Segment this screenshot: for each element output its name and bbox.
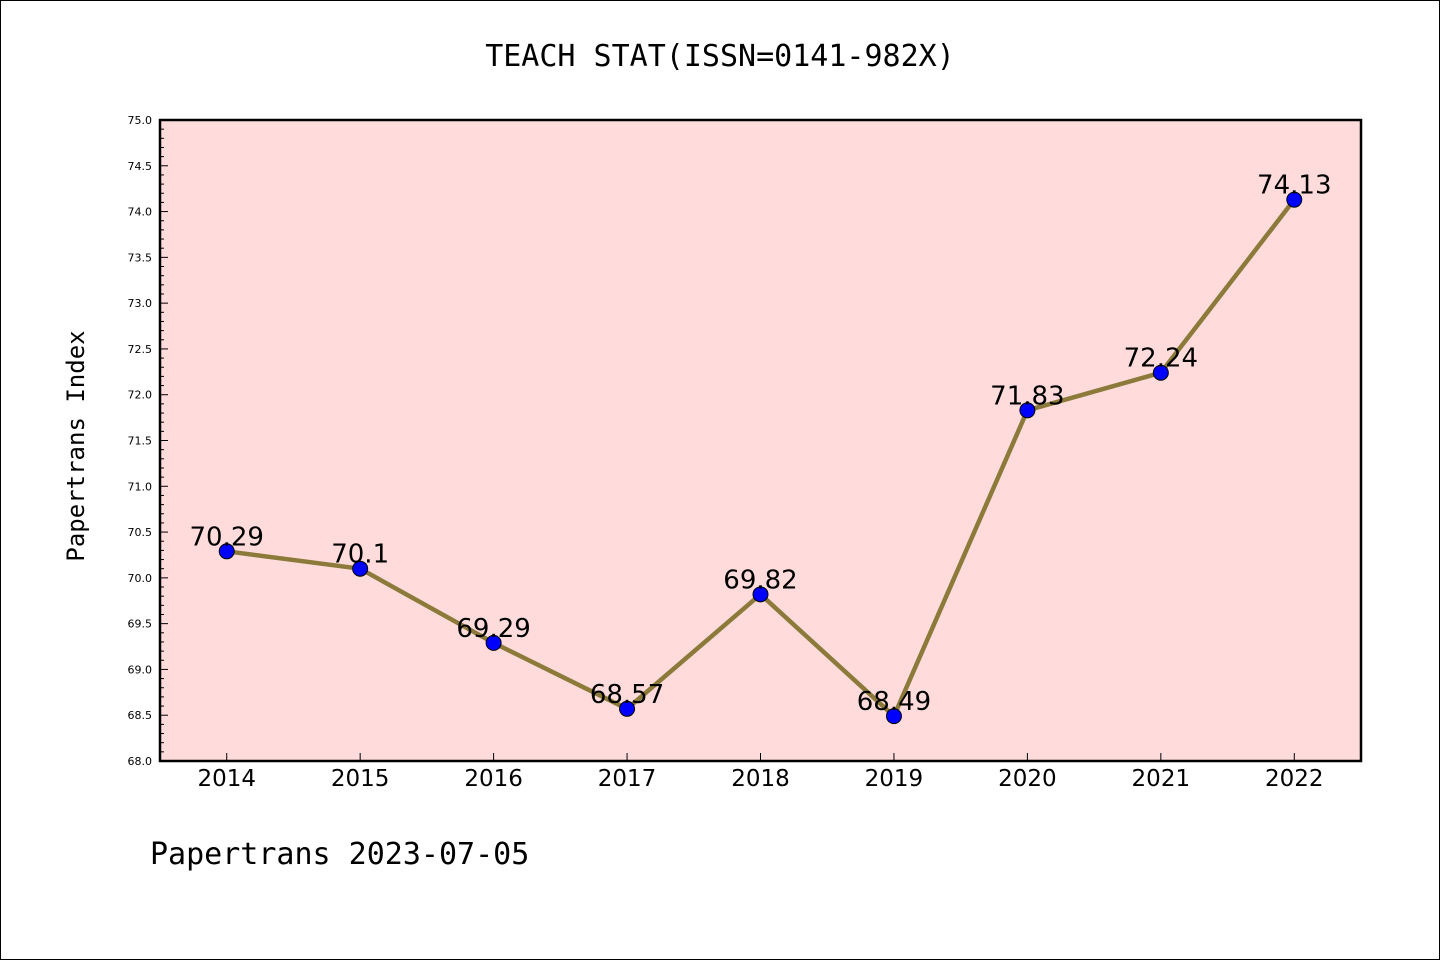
y-tick-label: 74.0 <box>128 206 153 219</box>
y-tick-label: 71.5 <box>128 435 153 448</box>
data-label: 68.57 <box>590 680 664 710</box>
data-labels: 70.29 70.1 69.29 68.57 69.82 68.49 71.83 72.24 7… <box>190 171 1332 717</box>
x-axis-ticks: 2014 2015 2016 2017 2018 2019 2020 2021 2022 <box>197 753 1324 792</box>
x-tick-label: 2016 <box>464 766 523 792</box>
data-label: 71.83 <box>990 381 1064 411</box>
data-point <box>218 543 235 560</box>
x-tick-label: 2014 <box>197 766 256 792</box>
data-label: 69.82 <box>723 565 797 595</box>
x-tick-label: 2018 <box>731 766 790 792</box>
x-tick-label: 2021 <box>1132 766 1191 792</box>
x-tick-label: 2022 <box>1265 766 1324 792</box>
data-label: 70.29 <box>190 522 264 552</box>
data-point <box>1286 191 1303 208</box>
data-label: 68.49 <box>857 687 931 717</box>
data-point <box>885 708 902 725</box>
plot-border <box>158 118 1363 763</box>
data-point <box>1152 364 1169 381</box>
x-tick-label: 2015 <box>331 766 390 792</box>
y-tick-label: 69.0 <box>128 663 153 676</box>
data-markers <box>218 191 1303 725</box>
y-tick-label: 68.5 <box>128 709 153 722</box>
data-label: 72.24 <box>1124 344 1198 374</box>
data-point <box>752 586 769 603</box>
data-point <box>352 560 369 577</box>
y-tick-label: 70.5 <box>128 526 153 539</box>
data-label: 74.13 <box>1257 171 1331 201</box>
data-point <box>1019 402 1036 419</box>
x-tick-label: 2019 <box>865 766 924 792</box>
y-tick-label: 69.5 <box>128 618 153 631</box>
y-tick-label: 71.0 <box>128 480 153 493</box>
data-label: 70.1 <box>331 540 389 570</box>
y-tick-label: 68.0 <box>128 755 153 768</box>
footer-text: Papertrans 2023-07-05 <box>150 837 529 872</box>
data-point <box>619 700 636 717</box>
plot-area <box>160 120 1361 761</box>
x-tick-label: 2020 <box>998 766 1057 792</box>
data-point <box>485 634 502 651</box>
chart-title: TEACH STAT(ISSN=0141-982X) <box>485 39 955 74</box>
y-axis-label: Papertrans Index <box>62 330 90 561</box>
y-tick-label: 72.0 <box>128 389 153 402</box>
y-tick-label: 73.0 <box>128 297 153 310</box>
data-label: 69.29 <box>456 614 530 644</box>
y-tick-label: 73.5 <box>128 251 153 264</box>
y-tick-label: 74.5 <box>128 160 153 173</box>
y-tick-label: 72.5 <box>128 343 153 356</box>
y-tick-label: 70.0 <box>128 572 153 585</box>
x-tick-label: 2017 <box>598 766 657 792</box>
y-axis-ticks: 68.0 68.5 69.0 69.5 70.0 70.5 71.0 71.5 72.0 72.5… <box>128 114 168 768</box>
y-tick-label: 75.0 <box>128 114 153 127</box>
